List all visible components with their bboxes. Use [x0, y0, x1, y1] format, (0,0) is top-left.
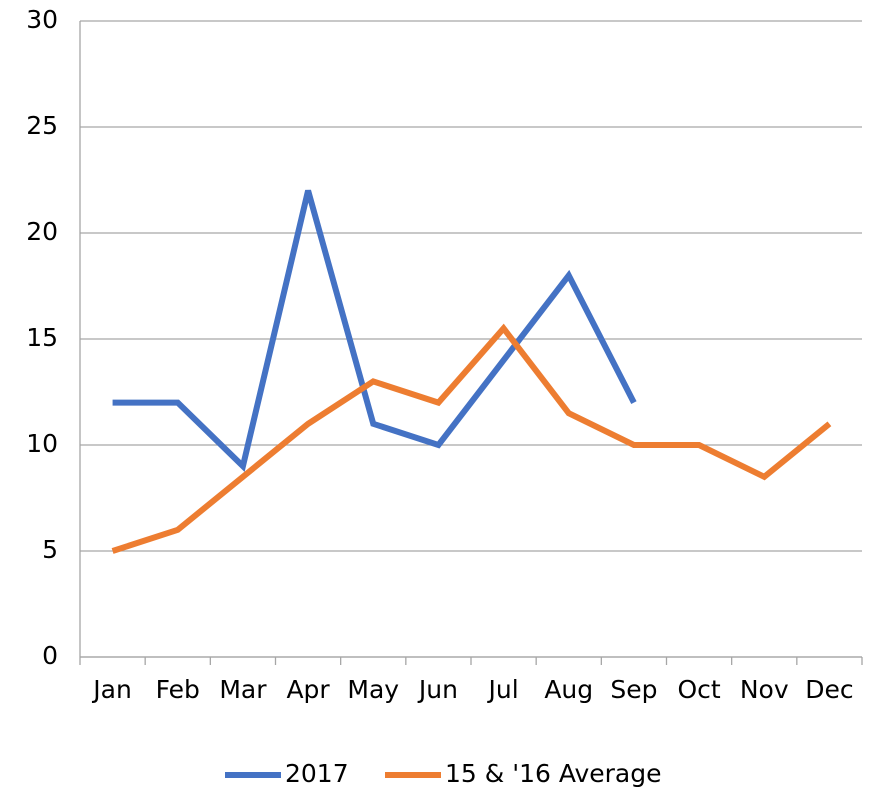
y-tick-label: 10: [26, 429, 58, 458]
legend-label: 15 & '16 Average: [445, 759, 662, 788]
y-tick-label: 15: [26, 323, 58, 352]
legend-label: 2017: [285, 759, 349, 788]
y-tick-label: 25: [26, 111, 58, 140]
series-line: [112, 189, 637, 473]
x-tick-label: Dec: [805, 675, 853, 704]
y-tick-label: 0: [42, 641, 58, 670]
x-tick-label: Nov: [740, 675, 789, 704]
x-tick-label: Feb: [156, 675, 200, 704]
x-tick-label: Aug: [544, 675, 593, 704]
x-tick-label: Mar: [219, 675, 267, 704]
x-tick-label: Sep: [610, 675, 657, 704]
y-tick-label: 20: [26, 217, 58, 246]
x-tick-label: Apr: [286, 675, 330, 704]
y-tick-label: 30: [26, 5, 58, 34]
y-tick-label: 5: [42, 535, 58, 564]
x-tick-label: Jan: [91, 675, 132, 704]
x-tick-label: May: [347, 675, 399, 704]
x-tick-label: Oct: [677, 675, 720, 704]
series-line: [111, 323, 832, 554]
x-tick-label: Jul: [486, 675, 518, 704]
x-tick-label: Jun: [417, 675, 458, 704]
